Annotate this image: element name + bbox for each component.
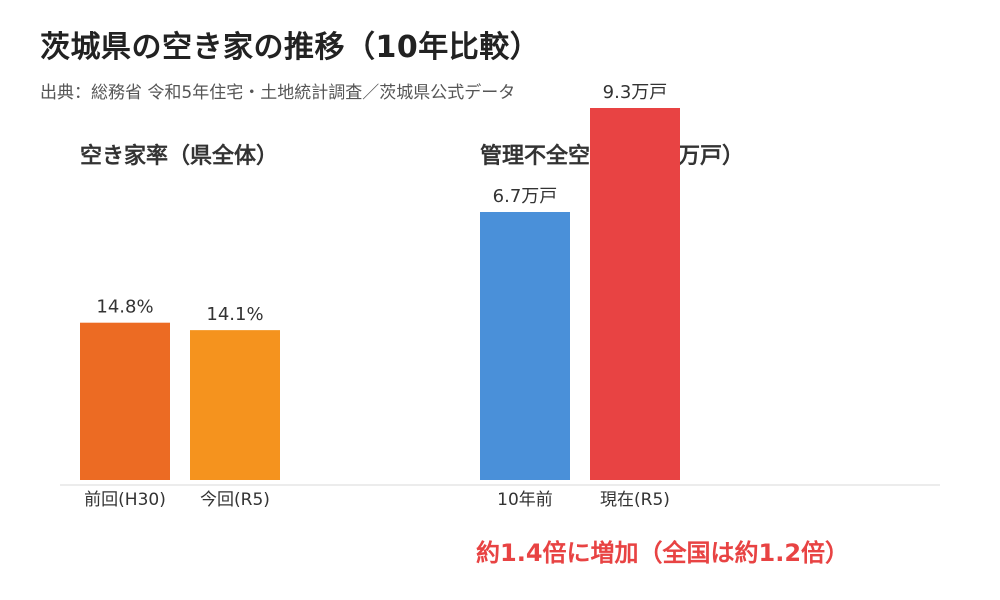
panel2-bar1: [480, 212, 570, 480]
source-note: 出典：総務省 令和5年住宅・土地統計調査／茨城県公式データ: [40, 83, 516, 103]
panel2-bar2-category-label: 現在(R5): [600, 490, 670, 510]
panel1-bar1-value-label: 14.8%: [96, 297, 153, 318]
panel1-bar1: [80, 322, 170, 480]
right-panel-title: 管理不全空き家数（万戸）: [480, 144, 745, 169]
left-panel-title: 空き家率（県全体）: [80, 144, 279, 169]
panel1-bar2: [190, 330, 280, 480]
panel2-bar1-category-label: 10年前: [497, 490, 553, 510]
panel2-bar2-value-label: 9.3万戸: [603, 82, 668, 103]
panel1-bar1-category-label: 前回(H30): [84, 490, 166, 510]
panel2-bar1-value-label: 6.7万戸: [493, 186, 558, 207]
chart-title: 茨城県の空き家の推移（10年比較）: [40, 30, 541, 65]
panel1-bar2-category-label: 今回(R5): [200, 490, 270, 510]
panel1-bar2-value-label: 14.1%: [206, 304, 263, 325]
increase-note: 約1.4倍に増加（全国は約1.2倍）: [476, 539, 850, 567]
